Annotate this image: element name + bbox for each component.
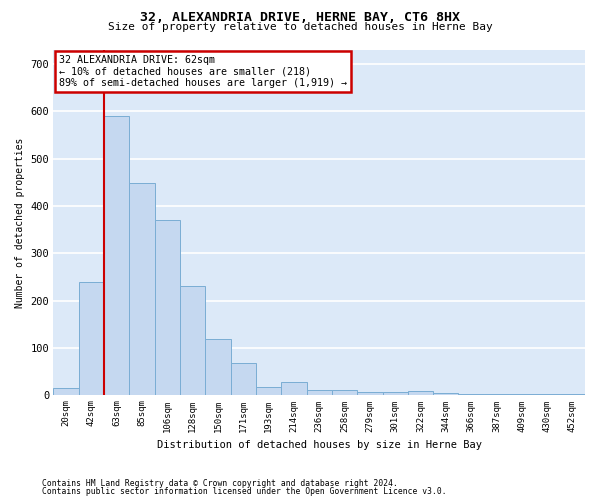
Bar xyxy=(408,392,433,395)
Y-axis label: Number of detached properties: Number of detached properties xyxy=(15,138,25,308)
Bar xyxy=(458,394,484,395)
Text: Size of property relative to detached houses in Herne Bay: Size of property relative to detached ho… xyxy=(107,22,493,32)
Bar xyxy=(383,392,408,395)
Bar xyxy=(180,286,205,395)
Text: 32 ALEXANDRIA DRIVE: 62sqm
← 10% of detached houses are smaller (218)
89% of sem: 32 ALEXANDRIA DRIVE: 62sqm ← 10% of deta… xyxy=(59,55,347,88)
Bar xyxy=(256,386,281,395)
Bar xyxy=(53,388,79,395)
Bar xyxy=(484,394,509,395)
Bar xyxy=(307,390,332,395)
Bar xyxy=(332,390,357,395)
Bar xyxy=(433,394,458,395)
Bar xyxy=(104,116,130,395)
Bar xyxy=(205,340,230,395)
Bar xyxy=(130,184,155,395)
Bar xyxy=(535,394,560,395)
Bar xyxy=(560,394,585,395)
X-axis label: Distribution of detached houses by size in Herne Bay: Distribution of detached houses by size … xyxy=(157,440,482,450)
Text: 32, ALEXANDRIA DRIVE, HERNE BAY, CT6 8HX: 32, ALEXANDRIA DRIVE, HERNE BAY, CT6 8HX xyxy=(140,11,460,24)
Bar xyxy=(155,220,180,395)
Bar xyxy=(509,394,535,395)
Bar xyxy=(79,282,104,395)
Bar xyxy=(357,392,383,395)
Text: Contains public sector information licensed under the Open Government Licence v3: Contains public sector information licen… xyxy=(42,487,446,496)
Bar xyxy=(281,382,307,395)
Text: Contains HM Land Registry data © Crown copyright and database right 2024.: Contains HM Land Registry data © Crown c… xyxy=(42,478,398,488)
Bar xyxy=(230,363,256,395)
